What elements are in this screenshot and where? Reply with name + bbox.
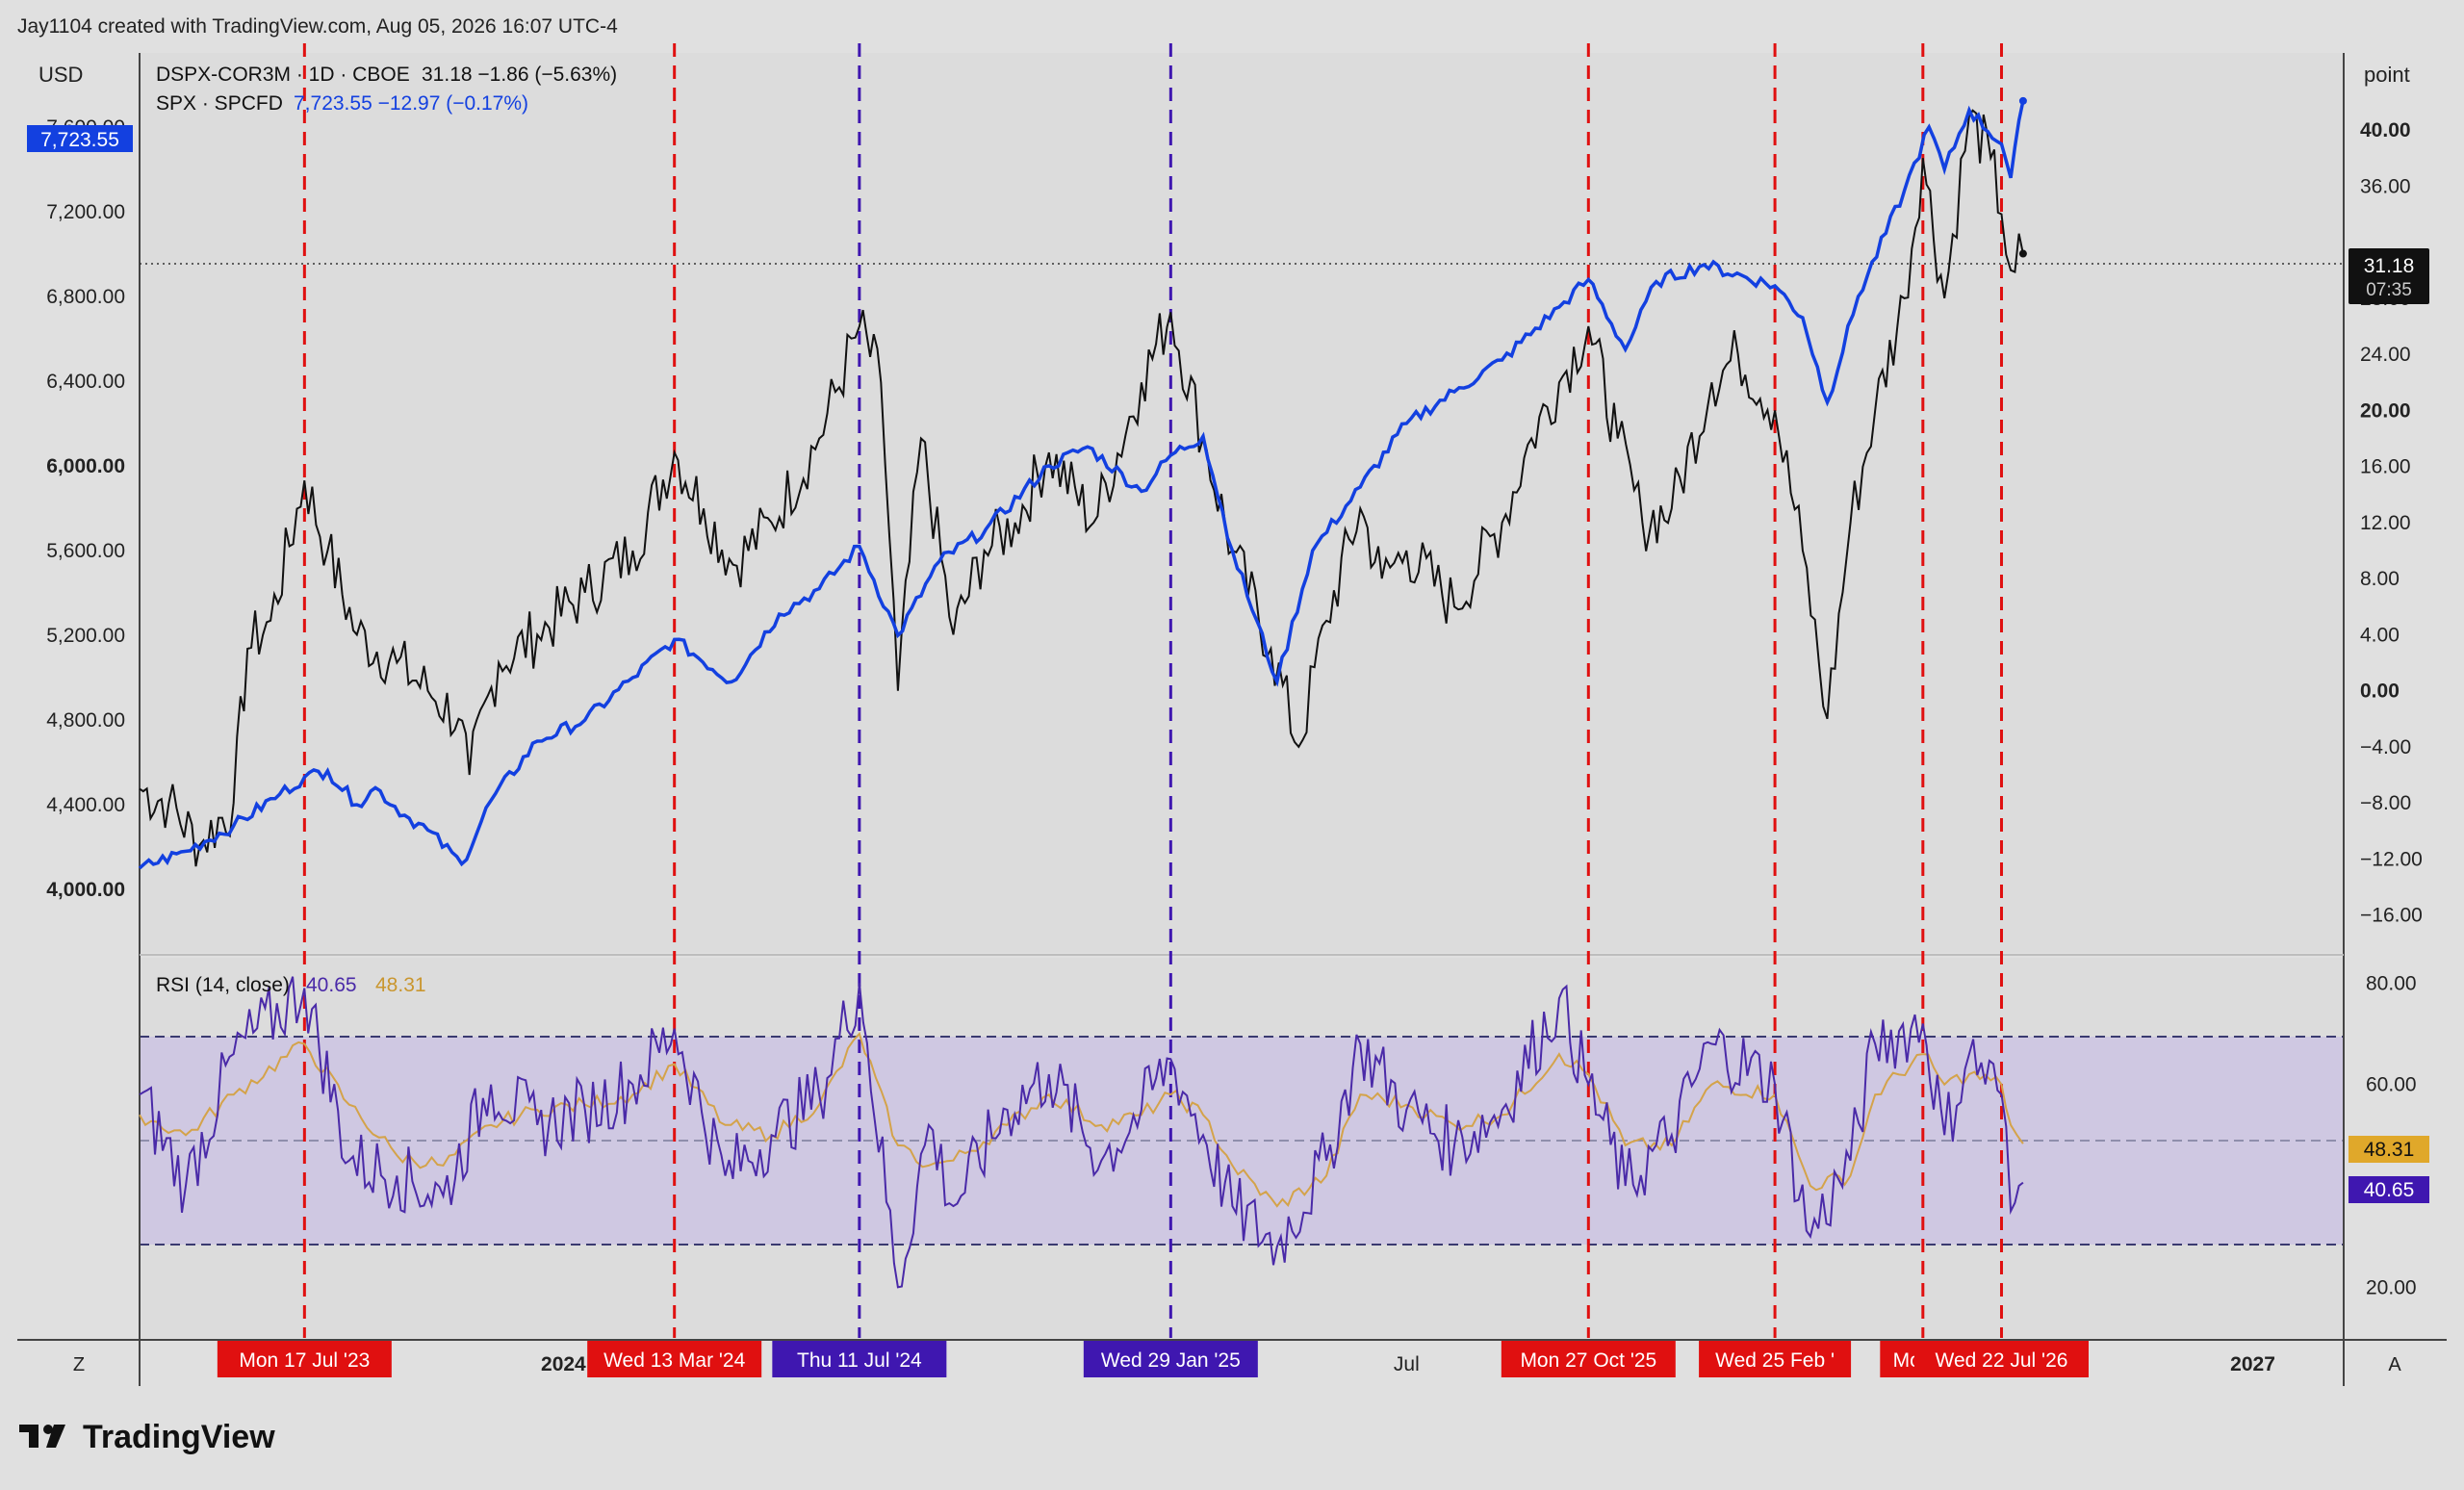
rsi-tick-label: 60.00 [2366,1074,2417,1096]
event-marker-label-text: Thu 11 Jul '24 [797,1349,922,1372]
left-axis-ticks[interactable]: 7,600.007,200.006,800.006,400.006,000.00… [46,116,125,901]
event-marker-label-text: Mon 27 Oct '25 [1520,1349,1656,1372]
time-axis-left-icon[interactable]: Z [73,1354,85,1375]
right-axis-unit: point [2364,63,2410,87]
event-marker-label-bg [772,1341,947,1377]
left-price-badge: 7,723.55 [27,125,133,152]
series-rsi-line [139,976,2024,1289]
event-marker-label-text: Wed 25 Feb ' [1715,1349,1835,1372]
left-tick-label: 5,600.00 [46,540,125,562]
right-tick-label: 16.00 [2360,456,2411,478]
rsi-axis-ticks: 80.00 60.00 20.00 [2366,972,2417,1298]
legend-spx-name[interactable]: SPX · SPCFD [156,92,283,115]
event-marker-label: Mon 17 Jul '23 [217,1341,392,1377]
series-spx-line [138,100,2025,870]
right-tick-label: 4.00 [2360,624,2400,646]
time-axis-labels[interactable]: 2024 Jul 2027 [541,1353,2275,1375]
left-badge-text: 7,723.55 [40,129,119,151]
event-marker-label-bg [217,1341,392,1377]
main-pane[interactable] [140,53,2344,953]
spx-last-point [2018,96,2027,105]
left-tick-label: 4,400.00 [46,794,125,816]
right-tick-label: 0.00 [2360,681,2400,703]
right-tick-label: −4.00 [2360,736,2411,758]
right-badge-value: 31.18 [2364,255,2415,277]
event-marker-label: Thu 11 Jul '24 [772,1341,947,1377]
legend-dspx-values: 31.18 −1.86 (−5.63%) [422,64,617,86]
event-marker-label-text: Wed 29 Jan '25 [1101,1349,1241,1372]
rsi-tick-label: 20.00 [2366,1276,2417,1298]
tradingview-logo[interactable]: TradingView [19,1419,275,1455]
time-axis-label: Jul [1394,1353,1420,1375]
rsi-tick-label: 80.00 [2366,972,2417,994]
event-marker-label-bg [1083,1341,1258,1377]
right-tick-label: −8.00 [2360,792,2411,814]
svg-text:40.65: 40.65 [2364,1179,2415,1201]
event-marker-label-bg [1501,1341,1676,1377]
time-axis-label: 2027 [2230,1353,2275,1375]
left-tick-label: 5,200.00 [46,625,125,647]
right-badge-countdown: 07:35 [2366,280,2412,300]
event-marker-labels: Mon 17 Jul '23 Wed 13 Mar '24 Thu 11 Jul '… [217,1341,2089,1377]
dspx-last-point [2018,249,2027,258]
rsi-ma-badge: 48.31 [2348,1136,2429,1163]
time-axis-label: 2024 [541,1353,586,1375]
left-tick-label: 6,000.00 [46,455,125,477]
event-marker-label-text: Wed 13 Mar '24 [603,1349,746,1372]
right-tick-label: 8.00 [2360,568,2400,590]
legend-spx-values: 7,723.55 −12.97 (−0.17%) [294,92,528,115]
credit-text: Jay1104 created with TradingView.com, Au… [17,15,618,38]
right-tick-label: 40.00 [2360,119,2411,141]
rsi-series-layer [139,976,2024,1289]
right-tick-label: 20.00 [2360,399,2411,422]
rsi-title[interactable]: RSI (14, close) [156,974,290,996]
price-series-layer [138,96,2027,870]
left-tick-label: 6,400.00 [46,371,125,393]
right-tick-label: 36.00 [2360,175,2411,197]
legend[interactable]: DSPX-COR3M · 1D · CBOE 31.18 −1.86 (−5.6… [156,64,617,115]
tradingview-brand: TradingView [83,1419,275,1455]
event-marker-label: Wed 13 Mar '24 [587,1341,762,1377]
event-marker-label: Mon 27 Oct '25 [1501,1341,1676,1377]
time-axis-right-icon[interactable]: A [2388,1354,2401,1375]
rsi-ma-value: 48.31 [375,974,426,996]
rsi-legend[interactable]: RSI (14, close) 40.65 48.31 [156,974,426,996]
event-marker-label: Wed 25 Feb ' [1699,1341,1852,1377]
series-rsi-ma-line [139,1031,2024,1208]
right-axis-ticks[interactable]: 40.0036.0028.0024.0020.0016.0012.008.004… [2360,119,2423,927]
event-marker-label: Wed 22 Jul '26 [1913,1341,2089,1377]
series-dspx-cor3m-line [139,109,2024,867]
left-tick-label: 4,800.00 [46,709,125,732]
right-value-badge: 31.18 07:35 [2348,248,2429,304]
event-marker-label-bg [1699,1341,1852,1377]
event-marker-label-bg [587,1341,762,1377]
right-tick-label: −12.00 [2360,848,2423,870]
rsi-value: 40.65 [306,974,357,996]
left-tick-label: 7,200.00 [46,201,125,223]
right-tick-label: 12.00 [2360,512,2411,534]
left-tick-label: 6,800.00 [46,286,125,308]
tradingview-logo-mark-icon [19,1425,65,1448]
right-tick-label: 24.00 [2360,344,2411,366]
legend-dspx-name[interactable]: DSPX-COR3M · 1D · CBOE [156,64,410,86]
rsi-value-badge: 40.65 [2348,1176,2429,1203]
event-marker-label-text: Wed 22 Jul '26 [1936,1349,2068,1372]
event-marker-label: Wed 29 Jan '25 [1083,1341,1258,1377]
left-axis-unit: USD [38,63,83,87]
left-tick-label: 4,000.00 [46,879,125,901]
right-tick-label: −16.00 [2360,905,2423,927]
event-marker-label-bg [1913,1341,2089,1377]
event-markers [302,43,2003,1338]
svg-text:48.31: 48.31 [2364,1139,2415,1161]
event-marker-label-text: Mon 17 Jul '23 [239,1349,370,1372]
